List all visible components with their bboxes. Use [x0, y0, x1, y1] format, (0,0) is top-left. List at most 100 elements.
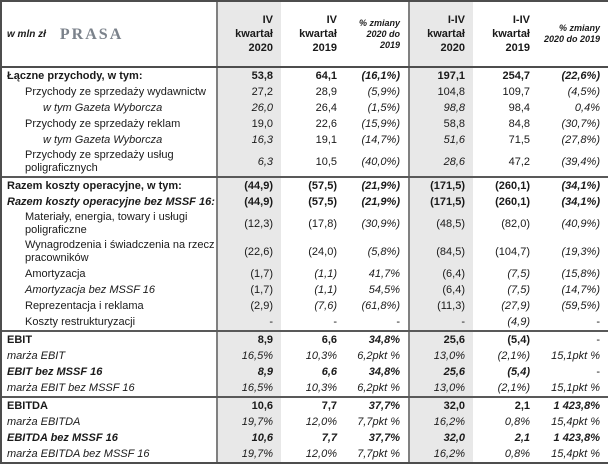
cell-value: 6,6	[321, 366, 337, 378]
cell-value: 25,6	[408, 332, 473, 348]
row-label: Koszty restrukturyzacji	[25, 315, 136, 328]
unit-label: w mln zł	[7, 28, 46, 40]
cell-value: (260,1)	[495, 196, 530, 208]
cell-value: -	[396, 316, 400, 328]
cell-value: (104,7)	[495, 246, 530, 258]
table-row: EBITDA 10,6 7,7 37,7% 32,0 2,1 1 423,8%	[2, 396, 608, 414]
cell-value: (5,9%)	[367, 86, 400, 98]
table-body: Łączne przychody, w tym: 53,8 64,1 (16,1%) 1…	[2, 68, 608, 462]
cell-value: (61,8%)	[361, 300, 400, 312]
cell-value: (27,8%)	[561, 134, 600, 146]
table-row: marża EBITDA 19,7% 12,0% 7,7pkt % 16,2% 0,8% 1…	[2, 414, 608, 430]
cell-value: (171,5)	[408, 178, 473, 194]
cell-value: (1,5%)	[367, 102, 400, 114]
table-row: Łączne przychody, w tym: 53,8 64,1 (16,1%) 1…	[2, 68, 608, 84]
column-header-label: IV kwartał 2020	[235, 14, 273, 54]
column-header-label: % zmiany 2020 do 2019	[358, 17, 400, 50]
cell-value: 53,8	[216, 68, 281, 84]
cell-value: (1,1)	[314, 284, 337, 296]
cell-value: 2,1	[514, 432, 530, 444]
cell-value: 54,5%	[368, 284, 400, 296]
cell-value: (44,9)	[216, 178, 281, 194]
table-row: Wynagrodzenia i świadczenia na rzecz pra…	[2, 238, 608, 266]
cell-value: (12,3)	[216, 210, 281, 238]
row-label: w tym Gazeta Wyborcza	[43, 101, 163, 114]
cell-value: (4,9)	[507, 316, 530, 328]
cell-value: 34,8%	[368, 366, 400, 378]
table-header-left: w mln zł PRASA	[2, 2, 216, 66]
cell-value: 10,3%	[305, 382, 337, 394]
cell-value: 0,8%	[504, 416, 530, 428]
column-header-ytd-2019: I-IV kwartał 2019	[473, 2, 538, 66]
cell-value: 109,7	[502, 86, 530, 98]
cell-value: 0,4%	[574, 102, 600, 114]
column-header-ytd-2020: I-IV kwartał 2020	[408, 2, 473, 66]
cell-value: (7,5)	[507, 284, 530, 296]
cell-value: 98,4	[508, 102, 530, 114]
column-header-chg-q4: % zmiany 2020 do 2019	[345, 2, 408, 66]
cell-value: (171,5)	[408, 194, 473, 210]
cell-value: 254,7	[502, 70, 530, 82]
table-row: EBITDA bez MSSF 16 10,6 7,7 37,7% 32,0 2,1 1 4…	[2, 430, 608, 446]
row-label: Razem koszty operacyjne bez MSSF 16:	[7, 195, 215, 208]
row-label: marża EBITDA	[7, 415, 81, 428]
cell-value: (21,9%)	[361, 180, 400, 192]
cell-value: 15,1pkt %	[551, 382, 600, 394]
column-header-chg-ytd: % zmiany 2020 do 2019	[538, 2, 608, 66]
cell-value: 26,0	[216, 100, 281, 116]
column-header-label: I-IV kwartał 2020	[427, 14, 465, 54]
cell-value: (57,5)	[308, 180, 337, 192]
cell-value: 6,2pkt %	[357, 350, 400, 362]
cell-value: (24,0)	[308, 246, 337, 258]
cell-value: (57,5)	[308, 196, 337, 208]
cell-value: 6,3	[216, 148, 281, 176]
cell-value: (30,7%)	[561, 118, 600, 130]
cell-value: 19,0	[216, 116, 281, 132]
column-header-label: IV kwartał 2019	[299, 14, 337, 54]
cell-value: 6,6	[321, 334, 337, 346]
cell-value: -	[596, 334, 600, 346]
row-label: marża EBIT bez MSSF 16	[7, 381, 135, 394]
table-row: Koszty restrukturyzacji - - - - (4,9) -	[2, 314, 608, 330]
row-label: w tym Gazeta Wyborcza	[43, 133, 163, 146]
cell-value: 104,8	[408, 84, 473, 100]
table-row: Razem koszty operacyjne bez MSSF 16: (44,…	[2, 194, 608, 210]
cell-value: 0,8%	[504, 448, 530, 460]
cell-value: 10,3%	[305, 350, 337, 362]
cell-value: (14,7%)	[561, 284, 600, 296]
cell-value: (84,5)	[408, 238, 473, 266]
cell-value: 64,1	[315, 70, 337, 82]
cell-value: -	[596, 366, 600, 378]
cell-value: 16,5%	[216, 380, 281, 396]
cell-value: (1,7)	[216, 282, 281, 298]
cell-value: 197,1	[408, 68, 473, 84]
cell-value: (30,9%)	[361, 218, 400, 230]
row-label: Amortyzacja	[25, 267, 86, 280]
cell-value: 32,0	[408, 430, 473, 446]
cell-value: (15,9%)	[361, 118, 400, 130]
cell-value: -	[408, 314, 473, 330]
cell-value: 47,2	[508, 156, 530, 168]
cell-value: 71,5	[508, 134, 530, 146]
cell-value: (17,8)	[308, 218, 337, 230]
cell-value: 51,6	[408, 132, 473, 148]
cell-value: 7,7	[321, 400, 337, 412]
cell-value: 19,7%	[216, 446, 281, 462]
row-label: Reprezentacja i reklama	[25, 299, 144, 312]
cell-value: 58,8	[408, 116, 473, 132]
cell-value: 98,8	[408, 100, 473, 116]
cell-value: (27,9)	[501, 300, 530, 312]
table-row: marża EBITDA bez MSSF 16 19,7% 12,0% 7,7pkt…	[2, 446, 608, 462]
cell-value: 16,2%	[408, 446, 473, 462]
cell-value: 8,9	[216, 332, 281, 348]
table-row: Przychody ze sprzedaży wydawnictw 27,2 28,…	[2, 84, 608, 100]
cell-value: 84,8	[508, 118, 530, 130]
cell-value: (1,1)	[314, 268, 337, 280]
cell-value: (2,1%)	[497, 350, 530, 362]
cell-value: 12,0%	[305, 448, 337, 460]
table-row: w tym Gazeta Wyborcza 16,3 19,1 (14,7%) 51,6…	[2, 132, 608, 148]
cell-value: 41,7%	[368, 268, 400, 280]
cell-value: (21,9%)	[361, 196, 400, 208]
cell-value: 19,7%	[216, 414, 281, 430]
